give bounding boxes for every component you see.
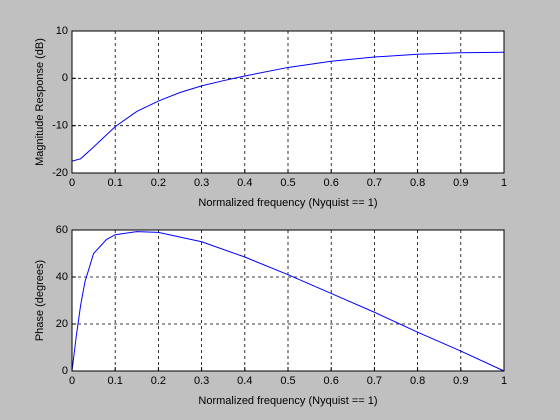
y-tick-label: -20: [52, 167, 68, 179]
y-tick-label: 20: [56, 318, 68, 330]
x-tick-label: 0.4: [237, 375, 252, 387]
y-tick-label: 60: [56, 224, 68, 236]
data-line: [71, 51, 505, 162]
data-line: [71, 231, 505, 372]
plot-area: [72, 31, 504, 173]
axes-box: [71, 229, 505, 372]
x-tick-label: 0.8: [410, 177, 425, 189]
x-tick-label: 0.7: [367, 177, 382, 189]
y-axis-label: Magnitude Response (dB): [34, 38, 46, 166]
x-tick-label: 0.9: [453, 177, 468, 189]
x-axis-label: Normalized frequency (Nyquist == 1): [198, 395, 377, 407]
y-tick-label: 0: [62, 365, 68, 377]
x-tick-label: 0.2: [151, 177, 166, 189]
x-axis-label: Normalized frequency (Nyquist == 1): [198, 197, 377, 209]
x-tick-label: 0.2: [151, 375, 166, 387]
x-tick-label: 0.6: [324, 177, 339, 189]
x-tick-label: 0.5: [280, 177, 295, 189]
y-tick-label: 40: [56, 271, 68, 283]
x-tick-label: 1: [501, 177, 507, 189]
x-tick-label: 0.8: [410, 375, 425, 387]
x-tick-label: 0.3: [194, 375, 209, 387]
x-tick-label: 0.3: [194, 177, 209, 189]
axes-box: [71, 30, 505, 174]
y-tick-label: -10: [52, 120, 68, 132]
x-tick-label: 0.1: [108, 177, 123, 189]
x-tick-label: 0.6: [324, 375, 339, 387]
x-tick-label: 0: [69, 177, 75, 189]
x-tick-label: 1: [501, 375, 507, 387]
x-tick-label: 0.7: [367, 375, 382, 387]
x-tick-label: 0.1: [108, 375, 123, 387]
y-tick-label: 10: [56, 25, 68, 37]
y-axis-label: Phase (degrees): [34, 260, 46, 341]
x-tick-label: 0: [69, 375, 75, 387]
x-tick-label: 0.4: [237, 177, 252, 189]
x-tick-label: 0.5: [280, 375, 295, 387]
y-tick-label: 0: [62, 72, 68, 84]
x-tick-label: 0.9: [453, 375, 468, 387]
plot-area: [72, 230, 504, 371]
